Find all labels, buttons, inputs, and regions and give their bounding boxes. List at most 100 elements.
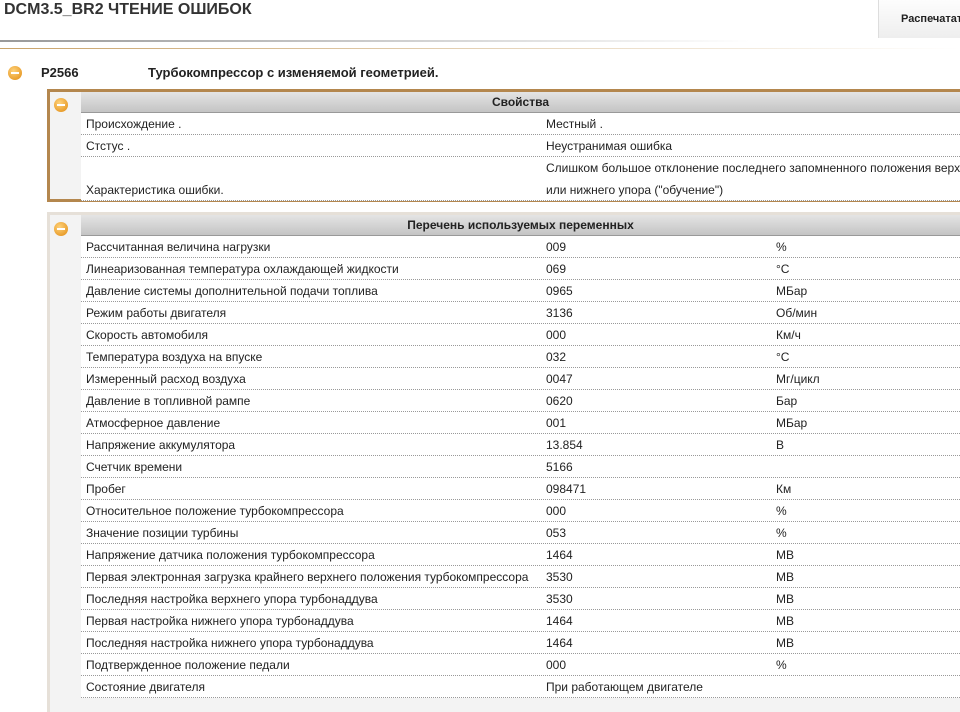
variable-name: Последняя настройка нижнего упора турбон… [86, 636, 374, 650]
collapse-icon[interactable] [54, 222, 68, 236]
variable-name: Пробег [86, 482, 126, 496]
variable-row: Температура воздуха на впуске 032 °C [81, 346, 960, 368]
variable-row: Давление в топливной рампе 0620 Бар [81, 390, 960, 412]
variable-value: 0620 [546, 394, 573, 408]
variable-name: Давление системы дополнительной подачи т… [86, 284, 378, 298]
property-row: Стстус . Неустранимая ошибка [81, 135, 960, 157]
variable-name: Напряжение датчика положения турбокомпре… [86, 548, 375, 562]
variable-name: Значение позиции турбины [86, 526, 239, 540]
variable-name: Последняя настройка верхнего упора турбо… [86, 592, 378, 606]
variable-row: Подтвержденное положение педали 000% [81, 654, 960, 676]
variable-row: Измеренный расход воздуха 0047 Мг/цикл [81, 368, 960, 390]
variable-value: 000 [546, 658, 567, 672]
property-row: Характеристика ошибки. Слишком большое от… [81, 157, 960, 201]
variable-name: Температура воздуха на впуске [86, 350, 263, 364]
variable-value: 009 [546, 240, 567, 254]
variable-value: 0965 [546, 284, 573, 298]
collapse-icon[interactable] [8, 66, 22, 80]
variable-value: 3136 [546, 306, 573, 320]
variable-unit: % [776, 504, 787, 518]
divider [0, 40, 750, 42]
variable-name: Подтвержденное положение педали [86, 658, 290, 672]
variable-value: 098471 [546, 482, 587, 496]
variable-row: Пробег 098471 Км [81, 478, 960, 500]
variable-unit: МВ [776, 570, 794, 584]
variable-row: Скорость автомобиля 000 Км/ч [81, 324, 960, 346]
property-value: или нижнего упора ("обучение") [546, 183, 724, 197]
property-value: Слишком большое отклонение последнего за… [546, 161, 960, 175]
print-button[interactable]: Распечатат [878, 0, 960, 38]
variable-value: 053 [546, 526, 567, 540]
property-value: Местный . [546, 117, 603, 131]
property-value: Неустранимая ошибка [546, 139, 673, 153]
variable-value: 001 [546, 416, 567, 430]
properties-panel: Свойства Происхождение . Местный . Стстус … [47, 89, 960, 202]
variable-value: При работающем двигателе [546, 680, 703, 694]
variable-value: 000 [546, 504, 567, 518]
variable-unit: Об/мин [776, 306, 818, 320]
variable-unit: МВ [776, 548, 794, 562]
variable-name: Давление в топливной рампе [86, 394, 251, 408]
variable-name: Относительное положение турбокомпрессора [86, 504, 344, 518]
variable-row: Линеаризованная температура охлаждающей … [81, 258, 960, 280]
variable-row: Относительное положение турбокомпрессора… [81, 500, 960, 522]
table-header: Перечень используемых переменных [81, 215, 960, 236]
property-label: Стстус . [86, 139, 131, 153]
collapse-icon[interactable] [54, 98, 68, 112]
property-label: Происхождение . [86, 117, 182, 131]
variable-unit: % [776, 240, 787, 254]
variable-unit: МВ [776, 592, 794, 606]
variable-value: 000 [546, 328, 567, 342]
variable-name: Состояние двигателя [86, 680, 205, 694]
variable-name: Напряжение аккумулятора [86, 438, 236, 452]
fault-code: P2566 [41, 65, 79, 80]
variable-unit: В [776, 438, 785, 452]
fault-description: Турбокомпрессор с изменяемой геометрией. [148, 65, 439, 80]
property-label: Характеристика ошибки. [86, 183, 224, 197]
variable-name: Режим работы двигателя [86, 306, 227, 320]
variable-name: Счетчик времени [86, 460, 183, 474]
variable-unit: МБар [776, 416, 808, 430]
variable-value: 3530 [546, 570, 573, 584]
variable-unit: МБар [776, 284, 808, 298]
variable-unit: % [776, 526, 787, 540]
variable-row: Значение позиции турбины 053% [81, 522, 960, 544]
variable-unit: °C [776, 350, 790, 364]
variable-value: 069 [546, 262, 567, 276]
variable-row: Первая электронная загрузка крайнего вер… [81, 566, 960, 588]
variable-unit: % [776, 658, 787, 672]
variable-unit: Бар [776, 394, 798, 408]
variable-unit: Км/ч [776, 328, 801, 342]
variable-unit: Км [776, 482, 792, 496]
variable-row: Состояние двигателя При работающем двигат… [81, 676, 960, 698]
divider [0, 48, 960, 49]
variables-panel: Перечень используемых переменных Рассчит… [47, 212, 960, 712]
variable-row: Первая настройка нижнего упора турбонадд… [81, 610, 960, 632]
variable-name: Линеаризованная температура охлаждающей … [86, 262, 399, 276]
variable-value: 1464 [546, 636, 573, 650]
variable-unit: °C [776, 262, 790, 276]
variable-row: Рассчитанная величина нагрузки 009% [81, 236, 960, 258]
properties-table: Свойства Происхождение . Местный . Стстус … [81, 92, 960, 201]
variables-table: Перечень используемых переменных Рассчит… [81, 215, 960, 698]
variable-unit: МВ [776, 636, 794, 650]
variable-value: 1464 [546, 614, 573, 628]
variable-row: Последняя настройка нижнего упора турбон… [81, 632, 960, 654]
window-title: DCM3.5_BR2 ЧТЕНИЕ ОШИБОК [4, 1, 252, 18]
variable-row: Счетчик времени 5166 [81, 456, 960, 478]
variable-row: Давление системы дополнительной подачи т… [81, 280, 960, 302]
variable-name: Первая настройка нижнего упора турбонадд… [86, 614, 354, 628]
property-row: Происхождение . Местный . [81, 113, 960, 135]
variable-value: 1464 [546, 548, 573, 562]
variable-row: Напряжение аккумулятора 13.854 В [81, 434, 960, 456]
variable-row: Последняя настройка верхнего упора турбо… [81, 588, 960, 610]
variable-value: 5166 [546, 460, 573, 474]
table-header: Свойства [81, 92, 960, 113]
variable-unit: МВ [776, 614, 794, 628]
variable-value: 0047 [546, 372, 573, 386]
variable-row: Напряжение датчика положения турбокомпре… [81, 544, 960, 566]
variable-name: Скорость автомобиля [86, 328, 208, 342]
variable-row: Режим работы двигателя 3136 Об/мин [81, 302, 960, 324]
variable-value: 032 [546, 350, 567, 364]
